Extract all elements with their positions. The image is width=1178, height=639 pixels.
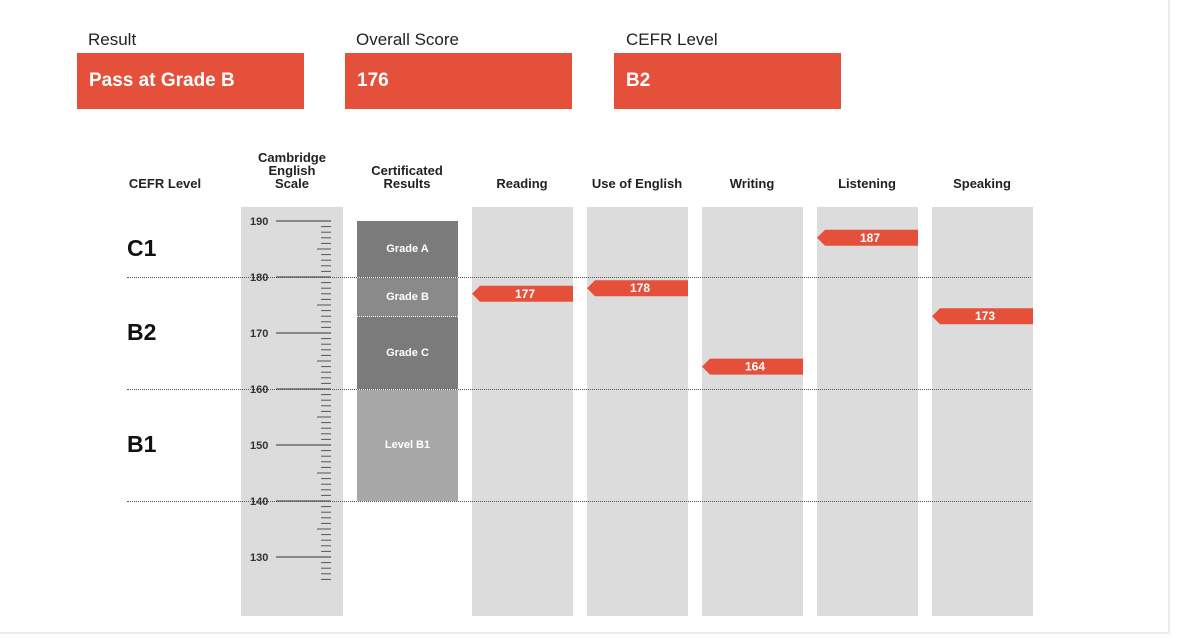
- scale-tick-label: 170: [250, 328, 268, 340]
- result-label: Result: [88, 30, 137, 49]
- score-label: 173: [975, 309, 995, 323]
- cefr-level-b1: B1: [127, 431, 157, 457]
- header-use-of-english: Use of English: [591, 176, 683, 191]
- score-marker-speaking: [932, 308, 1033, 325]
- header-listening: Listening: [838, 176, 896, 191]
- scale-tick-label: 160: [250, 384, 268, 396]
- band-separator: [357, 316, 458, 318]
- score-label: 178: [630, 281, 650, 295]
- scale-tick-label: 130: [250, 552, 268, 564]
- score-label: 187: [860, 231, 880, 245]
- score-marker-writing: [702, 358, 803, 375]
- level-b1-label: Level B1: [384, 439, 431, 451]
- header-scale-line-1: Cambridge: [258, 150, 326, 165]
- header-writing: Writing: [729, 176, 775, 191]
- speaking-column: [932, 207, 1033, 616]
- score-label: 177: [515, 287, 535, 301]
- header-cambridge-english-scale: Cambridge English Scale: [237, 151, 347, 190]
- header-cert-line-1: Certificated: [371, 163, 443, 178]
- score-marker-listening: [817, 229, 918, 246]
- score-marker-use-of-english: [587, 280, 688, 297]
- grade-c-label: Grade C: [386, 346, 429, 359]
- score-label: 164: [745, 360, 765, 374]
- cefr-level-summary-box: B2: [614, 53, 841, 109]
- header-speaking: Speaking: [953, 176, 1011, 191]
- grade-b-band: [357, 277, 458, 317]
- reading-column: [472, 207, 573, 616]
- grade-c-band: [357, 316, 458, 389]
- header-scale-line-3: Scale: [275, 176, 309, 191]
- overall-score-label: Overall Score: [356, 30, 459, 49]
- grade-b-label: Grade B: [386, 290, 429, 303]
- level-b1-band: [357, 389, 458, 501]
- score-marker-reading: [472, 285, 573, 302]
- grade-a-label: Grade A: [386, 243, 429, 255]
- listening-column: [817, 207, 918, 616]
- cefr-level-summary-label: CEFR Level: [626, 30, 718, 49]
- grade-a-band: [357, 221, 458, 277]
- header-scale-line-2: English: [268, 163, 316, 178]
- header-cefr-level: CEFR Level: [128, 176, 202, 191]
- header-certificated-results: Certificated Results: [352, 164, 462, 190]
- use-of-english-column: [587, 207, 688, 616]
- scale-tick-label: 140: [250, 496, 268, 508]
- cefr-level-c1: C1: [127, 235, 157, 261]
- overall-score-box: 176: [345, 53, 572, 109]
- cefr-boundary-line: [127, 501, 1031, 502]
- result-value-box: Pass at Grade B: [77, 53, 304, 109]
- cefr-boundary-line: [127, 389, 1031, 390]
- scale-tick-label: 180: [250, 272, 268, 284]
- writing-column: [702, 207, 803, 616]
- header-reading: Reading: [496, 176, 548, 191]
- scale-tick-label: 150: [250, 440, 268, 452]
- cefr-boundary-line: [127, 277, 1031, 278]
- scale-tick-label: 190: [250, 216, 268, 228]
- header-cert-line-2: Results: [383, 176, 431, 191]
- cefr-level-b2: B2: [127, 319, 157, 345]
